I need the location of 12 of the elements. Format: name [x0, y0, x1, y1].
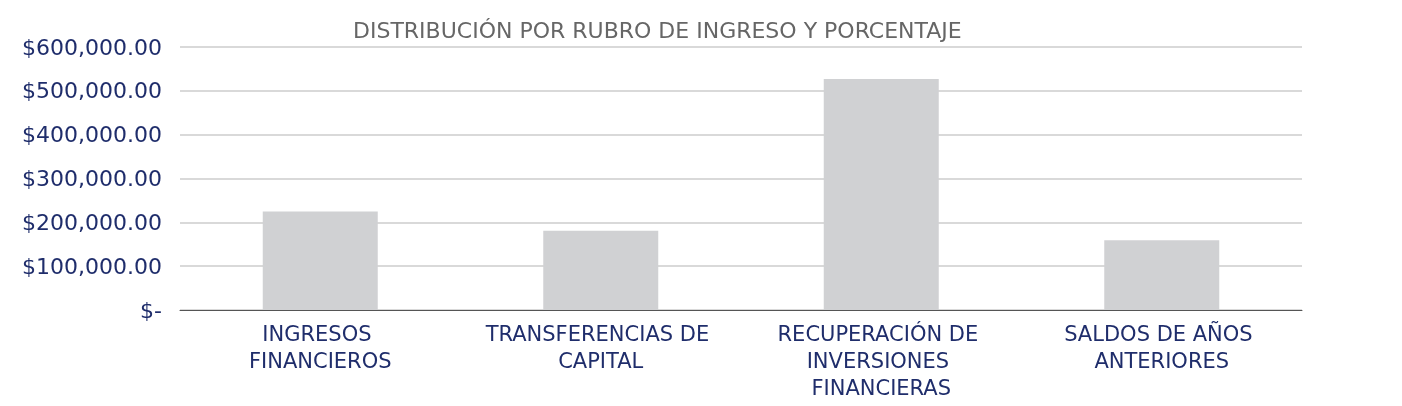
x-tick-label: TRANSFERENCIAS DE CAPITAL [484, 321, 716, 373]
x-tick-label: SALDOS DE AÑOS ANTERIORES [1064, 319, 1260, 373]
chart-title: DISTRIBUCIÓN POR RUBRO DE INGRESO Y PORCENTAJE [353, 17, 962, 43]
y-tick-label: $600,000.00 [22, 34, 162, 60]
y-tick-label: $300,000.00 [22, 166, 162, 191]
x-tick-label: INGRESOS FINANCIEROS [248, 321, 392, 373]
y-tick-label: $500,000.00 [22, 78, 162, 104]
y-tick-label: $100,000.00 [22, 253, 162, 279]
y-tick-label: $200,000.00 [22, 209, 162, 235]
x-tick-label: RECUPERACIÓN DE INVERSIONES FINANCIERAS [777, 320, 985, 400]
y-tick-label: $400,000.00 [22, 122, 162, 148]
y-tick-label: $- [140, 297, 162, 323]
